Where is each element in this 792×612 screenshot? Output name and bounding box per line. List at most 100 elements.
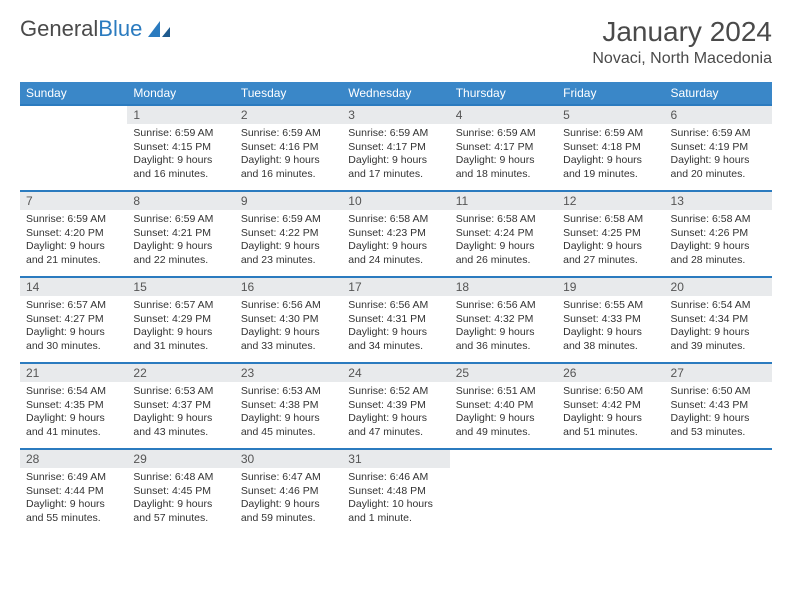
day-text: Sunrise: 6:59 AMSunset: 4:18 PMDaylight:… — [557, 124, 664, 186]
day-text: Sunrise: 6:47 AMSunset: 4:46 PMDaylight:… — [235, 468, 342, 530]
day-text: Sunrise: 6:50 AMSunset: 4:42 PMDaylight:… — [557, 382, 664, 444]
calendar-head: SundayMondayTuesdayWednesdayThursdayFrid… — [20, 82, 772, 105]
calendar-cell: 1Sunrise: 6:59 AMSunset: 4:15 PMDaylight… — [127, 105, 234, 191]
daylight-text: Daylight: 9 hours and 47 minutes. — [348, 412, 443, 439]
daylight-text: Daylight: 9 hours and 27 minutes. — [563, 240, 658, 267]
sunset-text: Sunset: 4:45 PM — [133, 485, 228, 499]
calendar-cell — [20, 105, 127, 191]
sunrise-text: Sunrise: 6:50 AM — [671, 385, 766, 399]
calendar-cell: 15Sunrise: 6:57 AMSunset: 4:29 PMDayligh… — [127, 277, 234, 363]
day-text: Sunrise: 6:58 AMSunset: 4:26 PMDaylight:… — [665, 210, 772, 272]
daylight-text: Daylight: 9 hours and 26 minutes. — [456, 240, 551, 267]
calendar-cell: 17Sunrise: 6:56 AMSunset: 4:31 PMDayligh… — [342, 277, 449, 363]
daylight-text: Daylight: 9 hours and 43 minutes. — [133, 412, 228, 439]
sunrise-text: Sunrise: 6:54 AM — [671, 299, 766, 313]
day-number: 9 — [235, 192, 342, 210]
daylight-text: Daylight: 9 hours and 31 minutes. — [133, 326, 228, 353]
sunrise-text: Sunrise: 6:59 AM — [241, 127, 336, 141]
day-number: 26 — [557, 364, 664, 382]
day-text: Sunrise: 6:59 AMSunset: 4:16 PMDaylight:… — [235, 124, 342, 186]
calendar-cell: 16Sunrise: 6:56 AMSunset: 4:30 PMDayligh… — [235, 277, 342, 363]
sunrise-text: Sunrise: 6:56 AM — [241, 299, 336, 313]
daylight-text: Daylight: 9 hours and 49 minutes. — [456, 412, 551, 439]
logo: GeneralBlue — [20, 16, 172, 42]
sunrise-text: Sunrise: 6:47 AM — [241, 471, 336, 485]
logo-text-a: General — [20, 16, 98, 42]
sunrise-text: Sunrise: 6:58 AM — [456, 213, 551, 227]
day-number: 10 — [342, 192, 449, 210]
calendar-body: 1Sunrise: 6:59 AMSunset: 4:15 PMDaylight… — [20, 105, 772, 535]
sunrise-text: Sunrise: 6:46 AM — [348, 471, 443, 485]
day-text: Sunrise: 6:59 AMSunset: 4:17 PMDaylight:… — [342, 124, 449, 186]
calendar-cell: 4Sunrise: 6:59 AMSunset: 4:17 PMDaylight… — [450, 105, 557, 191]
calendar-cell: 13Sunrise: 6:58 AMSunset: 4:26 PMDayligh… — [665, 191, 772, 277]
day-text: Sunrise: 6:49 AMSunset: 4:44 PMDaylight:… — [20, 468, 127, 530]
day-text: Sunrise: 6:59 AMSunset: 4:22 PMDaylight:… — [235, 210, 342, 272]
day-number: 19 — [557, 278, 664, 296]
sunrise-text: Sunrise: 6:59 AM — [456, 127, 551, 141]
calendar-cell: 28Sunrise: 6:49 AMSunset: 4:44 PMDayligh… — [20, 449, 127, 535]
day-text: Sunrise: 6:59 AMSunset: 4:19 PMDaylight:… — [665, 124, 772, 186]
daylight-text: Daylight: 9 hours and 33 minutes. — [241, 326, 336, 353]
calendar-cell: 3Sunrise: 6:59 AMSunset: 4:17 PMDaylight… — [342, 105, 449, 191]
sunset-text: Sunset: 4:27 PM — [26, 313, 121, 327]
day-text: Sunrise: 6:58 AMSunset: 4:25 PMDaylight:… — [557, 210, 664, 272]
day-number: 25 — [450, 364, 557, 382]
sunset-text: Sunset: 4:20 PM — [26, 227, 121, 241]
day-number: 14 — [20, 278, 127, 296]
daylight-text: Daylight: 9 hours and 17 minutes. — [348, 154, 443, 181]
calendar-row: 1Sunrise: 6:59 AMSunset: 4:15 PMDaylight… — [20, 105, 772, 191]
day-text: Sunrise: 6:53 AMSunset: 4:38 PMDaylight:… — [235, 382, 342, 444]
day-text: Sunrise: 6:50 AMSunset: 4:43 PMDaylight:… — [665, 382, 772, 444]
day-number: 22 — [127, 364, 234, 382]
daylight-text: Daylight: 9 hours and 39 minutes. — [671, 326, 766, 353]
sunrise-text: Sunrise: 6:52 AM — [348, 385, 443, 399]
daylight-text: Daylight: 9 hours and 30 minutes. — [26, 326, 121, 353]
sunset-text: Sunset: 4:26 PM — [671, 227, 766, 241]
day-header: Saturday — [665, 82, 772, 105]
day-text: Sunrise: 6:53 AMSunset: 4:37 PMDaylight:… — [127, 382, 234, 444]
sunset-text: Sunset: 4:17 PM — [348, 141, 443, 155]
day-number: 3 — [342, 106, 449, 124]
daylight-text: Daylight: 10 hours and 1 minute. — [348, 498, 443, 525]
sunrise-text: Sunrise: 6:57 AM — [26, 299, 121, 313]
day-number: 1 — [127, 106, 234, 124]
sunrise-text: Sunrise: 6:56 AM — [348, 299, 443, 313]
day-text: Sunrise: 6:55 AMSunset: 4:33 PMDaylight:… — [557, 296, 664, 358]
calendar-cell: 12Sunrise: 6:58 AMSunset: 4:25 PMDayligh… — [557, 191, 664, 277]
calendar-cell: 23Sunrise: 6:53 AMSunset: 4:38 PMDayligh… — [235, 363, 342, 449]
calendar-cell — [665, 449, 772, 535]
daylight-text: Daylight: 9 hours and 16 minutes. — [133, 154, 228, 181]
day-number: 27 — [665, 364, 772, 382]
calendar-cell: 9Sunrise: 6:59 AMSunset: 4:22 PMDaylight… — [235, 191, 342, 277]
sunset-text: Sunset: 4:31 PM — [348, 313, 443, 327]
daylight-text: Daylight: 9 hours and 51 minutes. — [563, 412, 658, 439]
daylight-text: Daylight: 9 hours and 18 minutes. — [456, 154, 551, 181]
calendar-cell: 19Sunrise: 6:55 AMSunset: 4:33 PMDayligh… — [557, 277, 664, 363]
day-number: 30 — [235, 450, 342, 468]
calendar-cell: 7Sunrise: 6:59 AMSunset: 4:20 PMDaylight… — [20, 191, 127, 277]
daylight-text: Daylight: 9 hours and 41 minutes. — [26, 412, 121, 439]
calendar-cell: 29Sunrise: 6:48 AMSunset: 4:45 PMDayligh… — [127, 449, 234, 535]
calendar-cell: 31Sunrise: 6:46 AMSunset: 4:48 PMDayligh… — [342, 449, 449, 535]
day-header: Thursday — [450, 82, 557, 105]
day-text: Sunrise: 6:59 AMSunset: 4:21 PMDaylight:… — [127, 210, 234, 272]
calendar-cell: 11Sunrise: 6:58 AMSunset: 4:24 PMDayligh… — [450, 191, 557, 277]
sunrise-text: Sunrise: 6:48 AM — [133, 471, 228, 485]
day-number: 18 — [450, 278, 557, 296]
sunrise-text: Sunrise: 6:58 AM — [348, 213, 443, 227]
daylight-text: Daylight: 9 hours and 53 minutes. — [671, 412, 766, 439]
calendar-cell — [450, 449, 557, 535]
day-number: 28 — [20, 450, 127, 468]
calendar-cell: 26Sunrise: 6:50 AMSunset: 4:42 PMDayligh… — [557, 363, 664, 449]
calendar-cell: 18Sunrise: 6:56 AMSunset: 4:32 PMDayligh… — [450, 277, 557, 363]
day-number: 16 — [235, 278, 342, 296]
calendar-row: 21Sunrise: 6:54 AMSunset: 4:35 PMDayligh… — [20, 363, 772, 449]
logo-text-b: Blue — [98, 16, 142, 42]
sunset-text: Sunset: 4:37 PM — [133, 399, 228, 413]
sunrise-text: Sunrise: 6:59 AM — [241, 213, 336, 227]
daylight-text: Daylight: 9 hours and 23 minutes. — [241, 240, 336, 267]
sunrise-text: Sunrise: 6:57 AM — [133, 299, 228, 313]
sunset-text: Sunset: 4:34 PM — [671, 313, 766, 327]
day-text: Sunrise: 6:56 AMSunset: 4:31 PMDaylight:… — [342, 296, 449, 358]
